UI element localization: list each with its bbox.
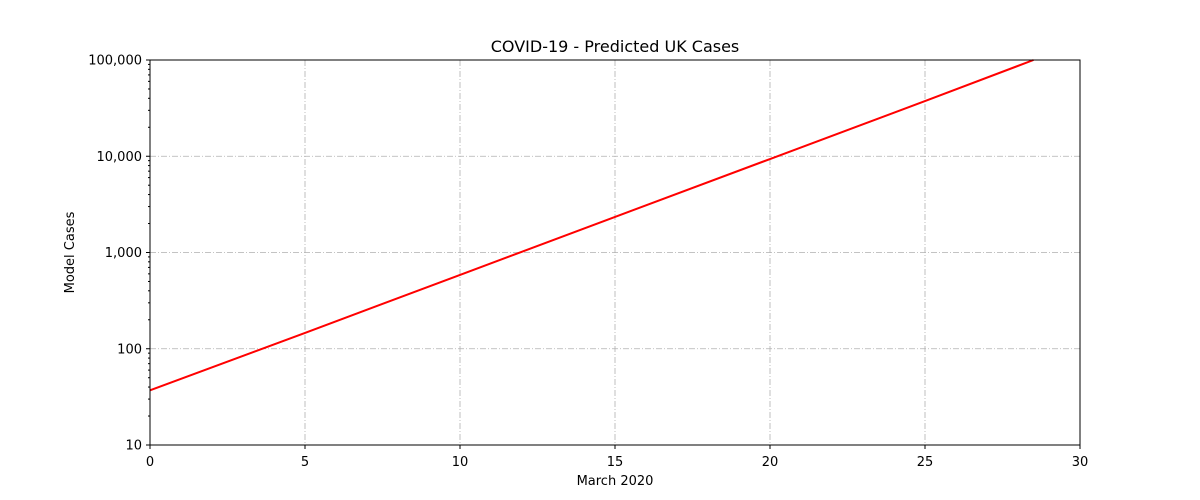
plot-frame <box>149 59 1081 446</box>
chart-title: COVID-19 - Predicted UK Cases <box>491 37 740 56</box>
y-tick-label: 100 <box>117 342 142 357</box>
y-tick-label: 1,000 <box>105 246 142 261</box>
x-axis-label: March 2020 <box>577 474 654 489</box>
x-tick-label: 0 <box>146 455 154 470</box>
series-group <box>149 59 1034 392</box>
x-tick-label: 5 <box>301 455 309 470</box>
y-axis-label: Model Cases <box>63 211 78 293</box>
axis-ticks: 0 5 10 15 20 25 30 10 100 1,000 10,000 100,000 <box>88 54 1088 471</box>
x-tick-label: 20 <box>762 455 779 470</box>
x-tick-label: 30 <box>1072 455 1089 470</box>
x-tick-label: 15 <box>607 455 624 470</box>
grid <box>150 60 1080 445</box>
y-tick-label: 100,000 <box>88 54 142 69</box>
x-tick-label: 25 <box>917 455 934 470</box>
y-tick-label: 10 <box>125 439 142 454</box>
y-tick-label: 10,000 <box>97 150 143 165</box>
series-line <box>149 59 1034 392</box>
x-tick-label: 10 <box>452 455 469 470</box>
